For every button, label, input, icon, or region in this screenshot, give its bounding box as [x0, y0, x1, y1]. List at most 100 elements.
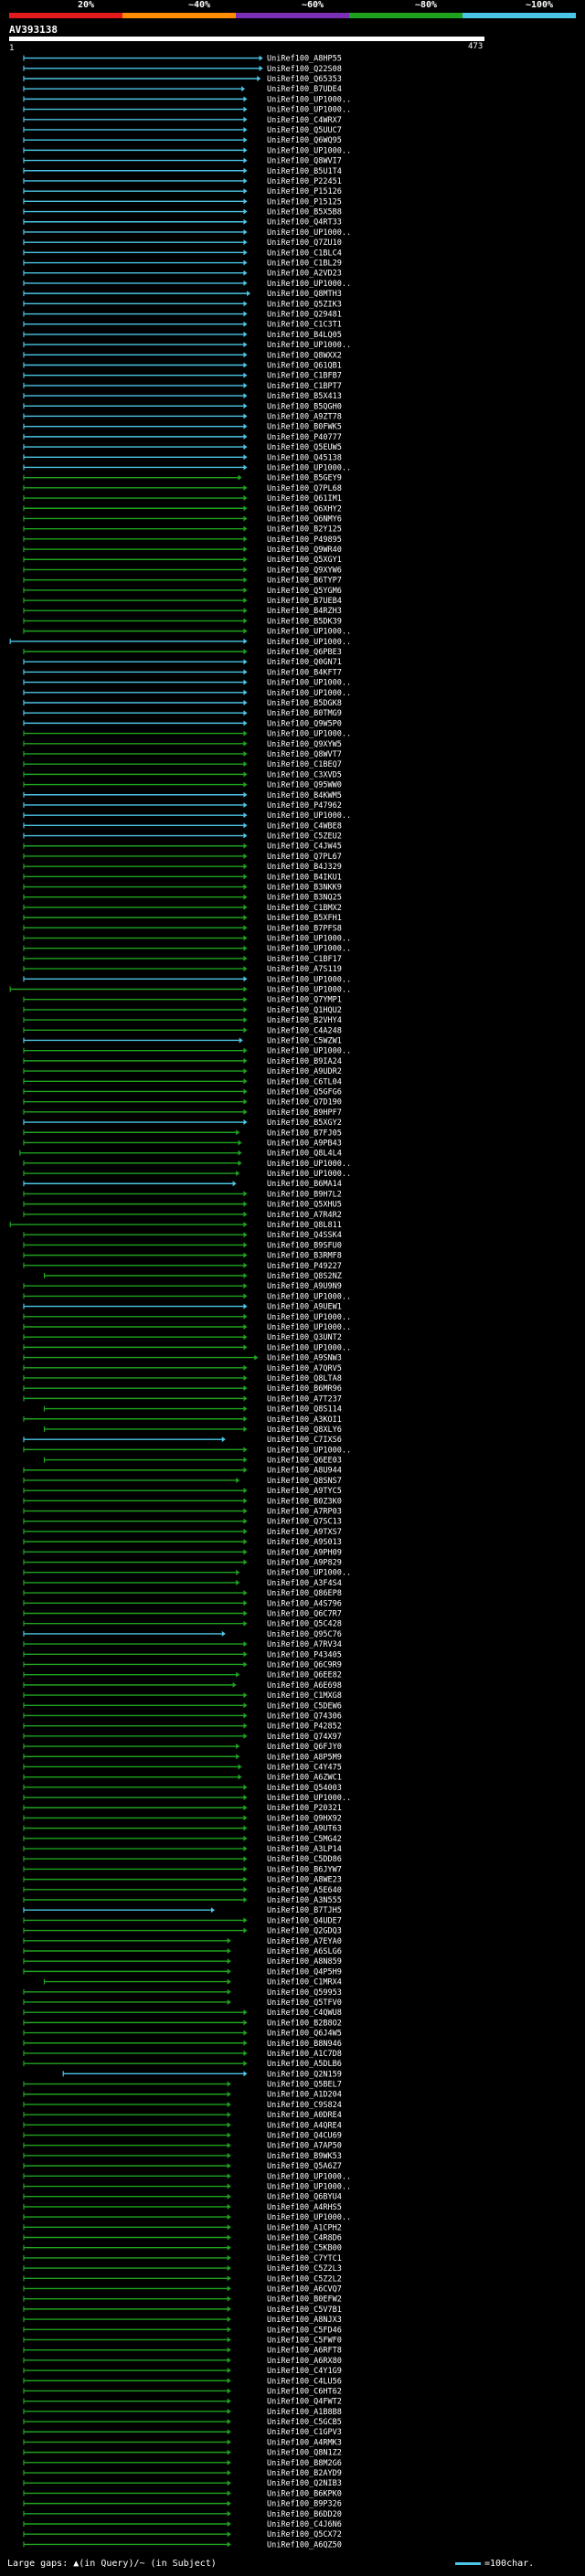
hit-label[interactable]: UniRef100_UP1000..	[267, 95, 351, 104]
hit-label[interactable]: UniRef100_Q6FJY0	[267, 1743, 342, 1752]
hit-label[interactable]: UniRef100_C5MG42	[267, 1835, 342, 1844]
hit-row[interactable]: UniRef100_B3RMF8	[23, 1252, 342, 1261]
hit-label[interactable]: UniRef100_A9S013	[267, 1538, 342, 1547]
hit-label[interactable]: UniRef100_B2AYD9	[267, 2469, 342, 2478]
hit-label[interactable]: UniRef100_B5X5B8	[267, 208, 342, 217]
hit-row[interactable]: UniRef100_A6QZ50	[23, 2540, 342, 2549]
hit-row[interactable]: UniRef100_Q4CU69	[23, 2132, 342, 2141]
hit-label[interactable]: UniRef100_C7YTC1	[267, 2254, 342, 2263]
hit-row[interactable]: UniRef100_UP1000..	[23, 280, 351, 289]
hit-row[interactable]: UniRef100_C4J6N6	[23, 2520, 342, 2529]
hit-row[interactable]: UniRef100_A9UT63	[23, 1825, 342, 1834]
hit-row[interactable]: UniRef100_C5V7B1	[23, 2306, 342, 2315]
hit-label[interactable]: UniRef100_Q8WXX2	[267, 351, 342, 360]
hit-label[interactable]: UniRef100_A1CPH2	[267, 2223, 342, 2232]
hit-label[interactable]: UniRef100_A8HP55	[267, 55, 342, 64]
hit-row[interactable]: UniRef100_A6RFT8	[23, 2347, 342, 2356]
hit-label[interactable]: UniRef100_B9H7L2	[267, 1190, 342, 1199]
hit-row[interactable]: UniRef100_UP1000..	[23, 146, 351, 155]
hit-label[interactable]: UniRef100_B7PFS8	[267, 924, 342, 933]
hit-label[interactable]: UniRef100_B0EFW2	[267, 2295, 342, 2305]
hit-row[interactable]: UniRef100_A4RHS5	[23, 2203, 342, 2212]
hit-row[interactable]: UniRef100_Q61IM1	[23, 494, 342, 504]
hit-row[interactable]: UniRef100_B2B8O2	[23, 2019, 342, 2028]
hit-row[interactable]: UniRef100_Q5XGY1	[23, 556, 342, 565]
hit-label[interactable]: UniRef100_Q8LTA8	[267, 1374, 342, 1383]
hit-label[interactable]: UniRef100_Q6EE03	[267, 1457, 342, 1466]
hit-row[interactable]: UniRef100_UP1000..	[23, 1170, 351, 1179]
hit-row[interactable]: UniRef100_A2VD23	[23, 270, 342, 279]
hit-label[interactable]: UniRef100_Q4SSK4	[267, 1231, 342, 1240]
hit-label[interactable]: UniRef100_Q2GDQ3	[267, 1927, 342, 1936]
hit-row[interactable]: UniRef100_Q5TFV0	[23, 1998, 342, 2008]
hit-row[interactable]: UniRef100_C6HT62	[23, 2387, 342, 2396]
hit-row[interactable]: UniRef100_C1BPT7	[23, 382, 342, 391]
hit-row[interactable]: UniRef100_B9HPF7	[23, 1108, 342, 1118]
hit-row[interactable]: UniRef100_C1BLC4	[23, 249, 342, 258]
hit-label[interactable]: UniRef100_UP1000..	[267, 228, 351, 238]
hit-row[interactable]: UniRef100_C1BEQ7	[23, 760, 342, 769]
hit-row[interactable]: UniRef100_B4KWM5	[23, 791, 342, 800]
hit-label[interactable]: UniRef100_P49227	[267, 1262, 342, 1271]
hit-label[interactable]: UniRef100_B3RMF8	[267, 1252, 342, 1261]
hit-label[interactable]: UniRef100_Q54003	[267, 1784, 342, 1793]
hit-label[interactable]: UniRef100_A9ZT78	[267, 412, 342, 421]
hit-row[interactable]: UniRef100_Q8N1Z2	[23, 2449, 342, 2458]
hit-label[interactable]: UniRef100_B7UDE4	[267, 85, 342, 94]
hit-label[interactable]: UniRef100_A2VD23	[267, 270, 342, 279]
hit-label[interactable]: UniRef100_Q8WVT7	[267, 750, 342, 759]
hit-row[interactable]: UniRef100_Q54003	[23, 1784, 342, 1793]
hit-label[interactable]: UniRef100_UP1000..	[267, 679, 351, 688]
hit-label[interactable]: UniRef100_B9SFU0	[267, 1241, 342, 1250]
hit-label[interactable]: UniRef100_Q5XGY1	[267, 556, 342, 565]
hit-row[interactable]: UniRef100_B5QGH0	[23, 402, 342, 411]
hit-label[interactable]: UniRef100_P15126	[267, 187, 342, 196]
hit-row[interactable]: UniRef100_C5DEW6	[23, 1701, 342, 1711]
hit-row[interactable]: UniRef100_A9PB43	[23, 1139, 342, 1148]
hit-row[interactable]: UniRef100_C4R8D6	[23, 2234, 342, 2243]
hit-row[interactable]: UniRef100_C1MXG8	[23, 1691, 342, 1701]
hit-row[interactable]: UniRef100_P40777	[23, 433, 342, 442]
hit-row[interactable]: UniRef100_C4WRX7	[23, 116, 342, 125]
hit-label[interactable]: UniRef100_Q2N159	[267, 2070, 342, 2079]
hit-row[interactable]: UniRef100_Q74X97	[23, 1733, 342, 1742]
hit-label[interactable]: UniRef100_A1B8B8	[267, 2408, 342, 2417]
hit-label[interactable]: UniRef100_Q5ZIK3	[267, 300, 342, 309]
hit-label[interactable]: UniRef100_C4A248	[267, 1026, 342, 1035]
hit-row[interactable]: UniRef100_A8U944	[23, 1467, 342, 1476]
hit-label[interactable]: UniRef100_B7UEB4	[267, 597, 342, 606]
hit-label[interactable]: UniRef100_A9PH09	[267, 1548, 342, 1557]
hit-row[interactable]: UniRef100_A6SLG6	[23, 1947, 342, 1956]
hit-label[interactable]: UniRef100_A3N555	[267, 1896, 342, 1905]
hit-row[interactable]: UniRef100_B9WK53	[23, 2152, 342, 2161]
hit-label[interactable]: UniRef100_B7TJH5	[267, 1906, 342, 1915]
hit-row[interactable]: UniRef100_A9S013	[23, 1538, 342, 1547]
hit-label[interactable]: UniRef100_Q7ZU10	[267, 239, 342, 248]
hit-label[interactable]: UniRef100_A7R4R2	[267, 1211, 342, 1220]
hit-label[interactable]: UniRef100_Q8SNS7	[267, 1477, 342, 1486]
hit-label[interactable]: UniRef100_P49895	[267, 535, 342, 545]
hit-label[interactable]: UniRef100_Q29481	[267, 311, 342, 320]
hit-row[interactable]: UniRef100_UP1000..	[23, 2213, 351, 2222]
hit-label[interactable]: UniRef100_Q6C9R9	[267, 1660, 342, 1670]
hit-row[interactable]: UniRef100_UP1000..	[23, 935, 351, 944]
hit-row[interactable]: UniRef100_UP1000..	[23, 106, 351, 115]
hit-row[interactable]: UniRef100_B8M2G6	[23, 2459, 342, 2468]
hit-label[interactable]: UniRef100_A7RV34	[267, 1640, 342, 1649]
hit-label[interactable]: UniRef100_A4RMK3	[267, 2438, 342, 2447]
hit-row[interactable]: UniRef100_A1CPH2	[23, 2223, 342, 2232]
hit-label[interactable]: UniRef100_UP1000..	[267, 2172, 351, 2181]
hit-label[interactable]: UniRef100_UP1000..	[267, 2183, 351, 2192]
hit-row[interactable]: UniRef100_B2Y125	[23, 525, 342, 535]
hit-label[interactable]: UniRef100_Q4FWT2	[267, 2398, 342, 2407]
hit-row[interactable]: UniRef100_A9PH09	[23, 1548, 342, 1557]
hit-label[interactable]: UniRef100_C5DD86	[267, 1855, 342, 1864]
hit-label[interactable]: UniRef100_Q7D190	[267, 1098, 342, 1108]
hit-label[interactable]: UniRef100_Q65353	[267, 75, 342, 84]
hit-label[interactable]: UniRef100_B9HPF7	[267, 1108, 342, 1118]
hit-label[interactable]: UniRef100_Q86EP8	[267, 1589, 342, 1598]
hit-label[interactable]: UniRef100_A9TXS7	[267, 1528, 342, 1537]
hit-row[interactable]: UniRef100_Q8L4L4	[19, 1150, 342, 1159]
hit-row[interactable]: UniRef100_C4JW45	[23, 843, 342, 852]
hit-label[interactable]: UniRef100_B5QGH0	[267, 402, 342, 411]
